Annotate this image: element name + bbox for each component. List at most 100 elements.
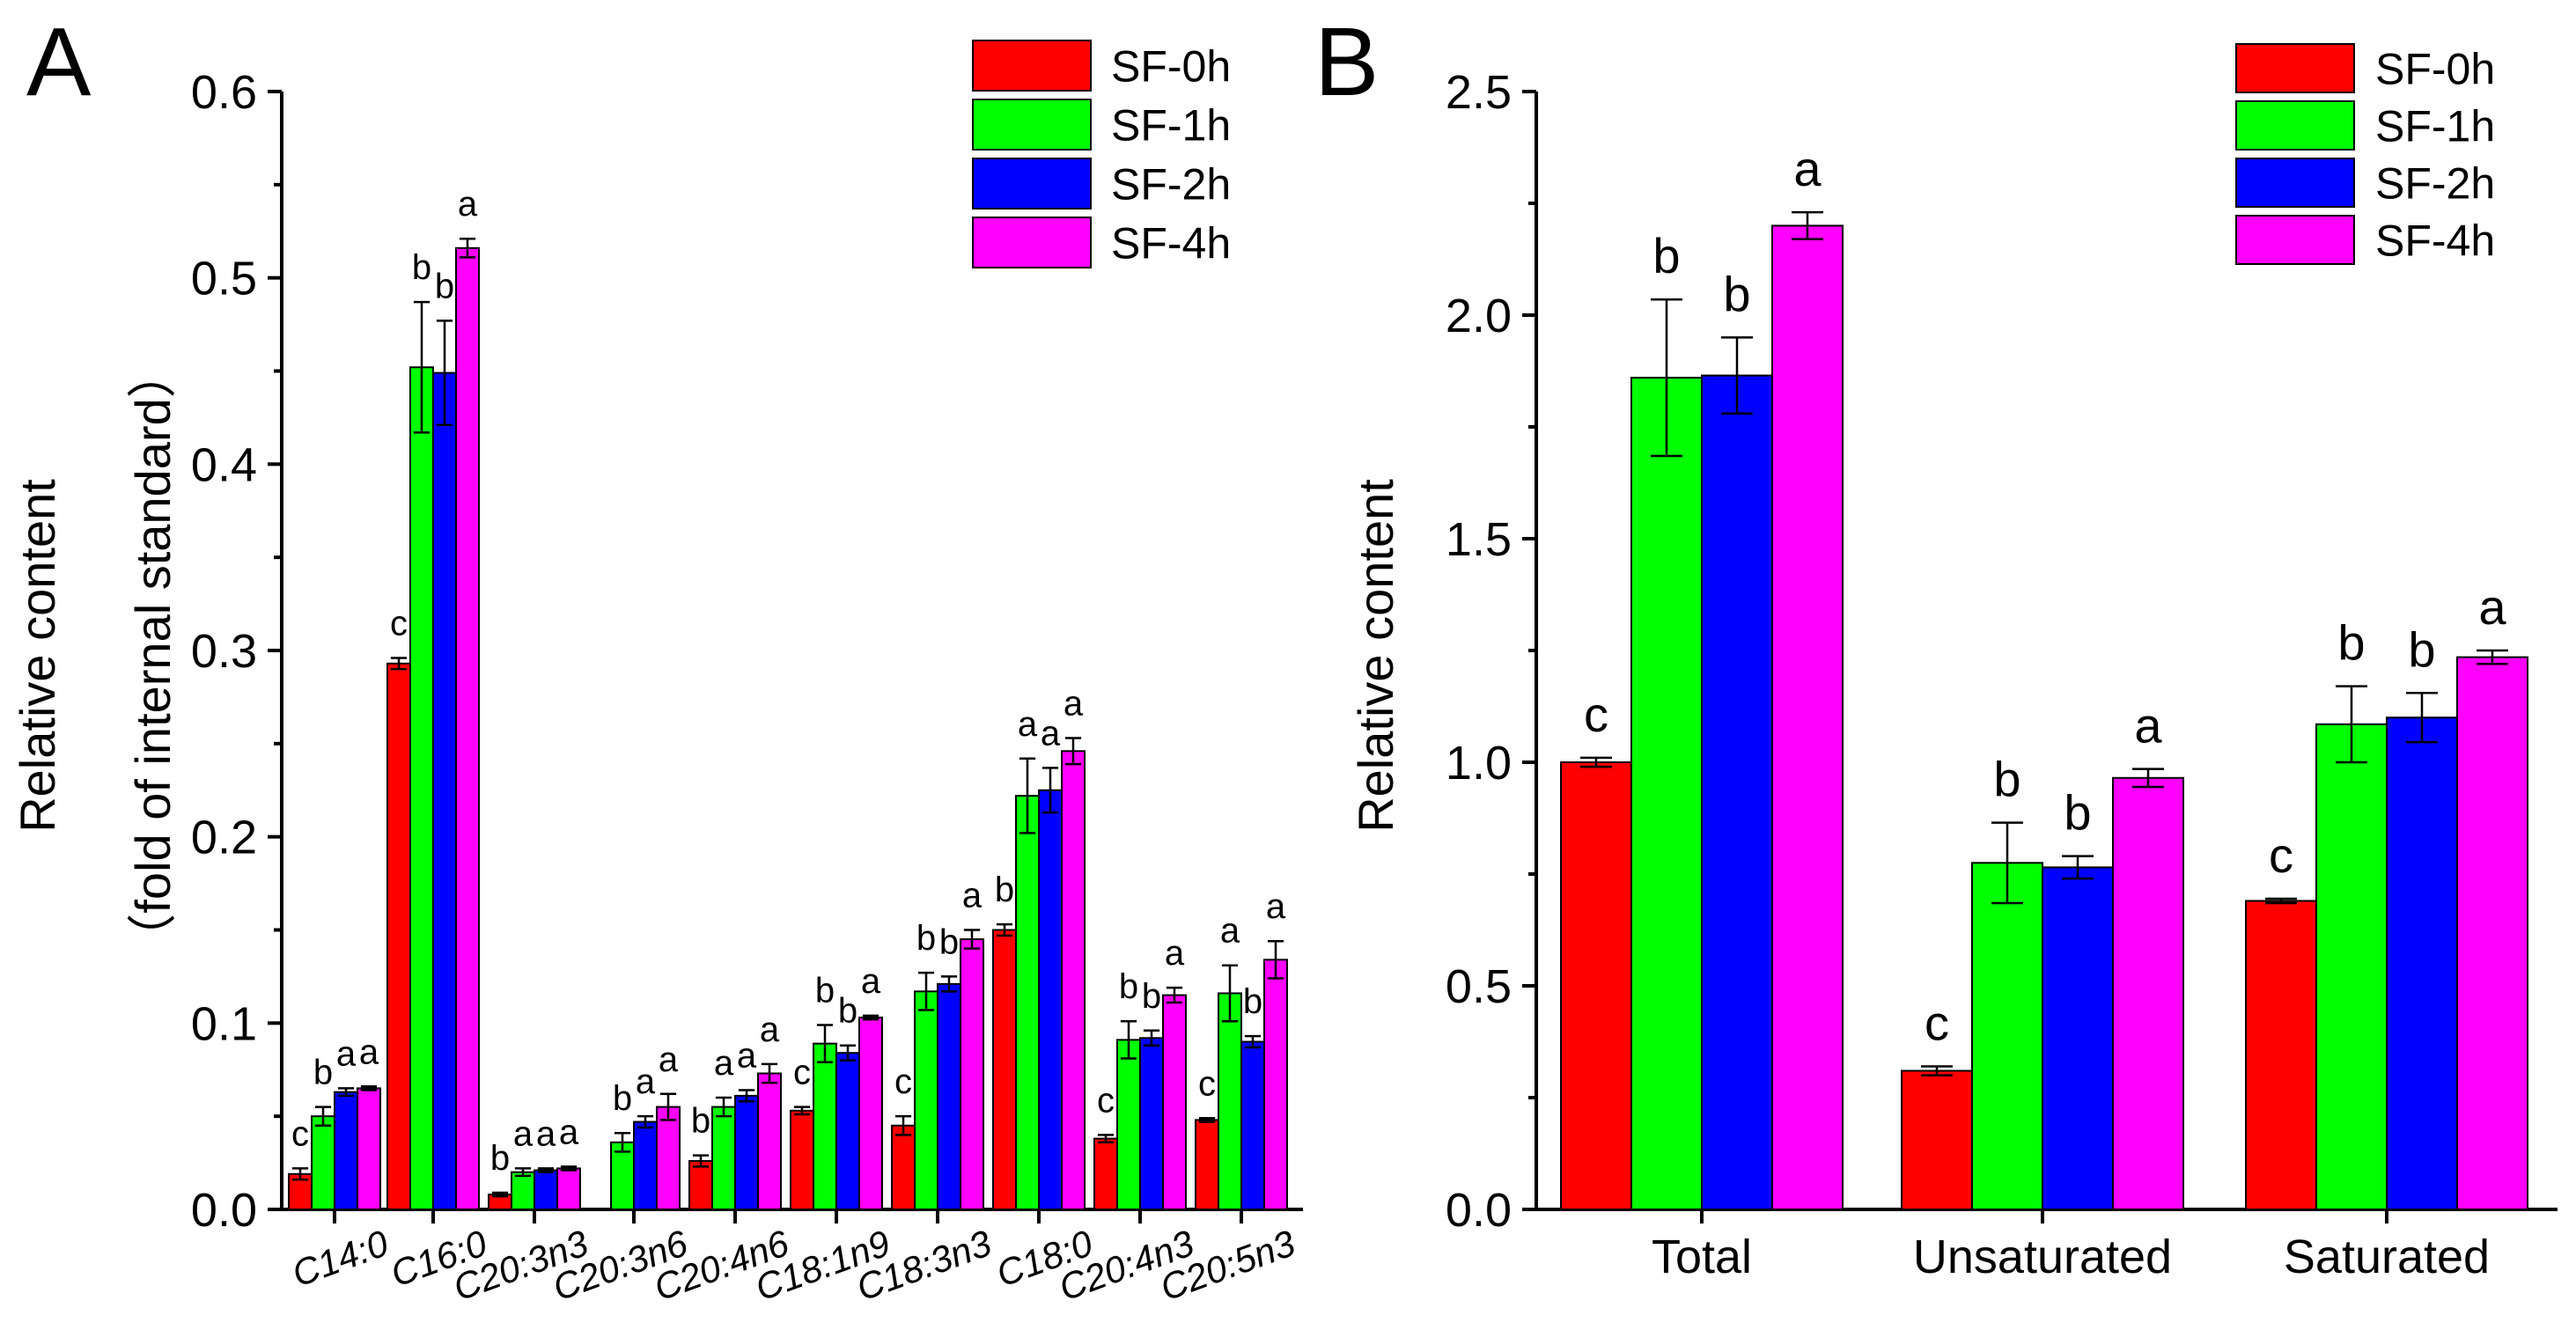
y-tick-label: 0.0 — [1446, 1184, 1512, 1237]
bar-SF-2h-Total — [1701, 374, 1773, 1210]
significance-label: a — [714, 1044, 734, 1083]
x-tick-label: Unsaturated — [1913, 1231, 2172, 1283]
error-bar — [459, 237, 476, 259]
legend-label: SF-2h — [1111, 160, 1231, 209]
bar-SF-1h-C18:1n9 — [813, 1042, 837, 1211]
error-bar — [537, 1167, 555, 1173]
significance-label: a — [1064, 684, 1084, 723]
bar-SF-0h-C20:4n3 — [1093, 1137, 1118, 1210]
bar-SF-2h-C18:1n9 — [835, 1052, 860, 1210]
significance-label: b — [613, 1079, 632, 1118]
error-bar — [314, 1106, 332, 1127]
legend-swatch-SF-0h — [2235, 43, 2355, 93]
panel-b-label: B — [1314, 8, 1379, 116]
panel-b: B Relative content 0.0 0.5 1.0 1.5 2.0 2.5 c c… — [1314, 8, 2558, 1283]
legend-swatch-SF-0h — [972, 40, 1092, 92]
significance-label: c — [2269, 827, 2293, 883]
significance-label: b — [815, 971, 835, 1010]
x-tick-label: Saturated — [2284, 1231, 2490, 1283]
error-bar — [614, 1131, 631, 1153]
bar-SF-0h-Unsaturated — [1901, 1069, 1973, 1211]
error-bar — [436, 320, 453, 427]
error-bar — [1267, 939, 1284, 980]
legend-swatch-SF-1h — [972, 99, 1092, 151]
panel-a-x-ticks: C14:0C16:0C20:3n3C20:3n6C20:4n6C18:1n9C1… — [287, 1209, 1300, 1309]
legend-label: SF-4h — [2375, 217, 2495, 266]
error-bar — [1991, 821, 2023, 905]
legend-label: SF-1h — [2375, 102, 2495, 151]
bar-SF-1h-Unsaturated — [1971, 862, 2043, 1210]
y-tick-label: 0.6 — [191, 66, 257, 119]
y-tick-label: 0.4 — [191, 438, 257, 491]
panel-b-ylabel: Relative content — [1348, 479, 1403, 833]
legend-label: SF-0h — [1111, 42, 1231, 92]
significance-label: b — [412, 248, 431, 287]
bar-SF-1h-C20:3n3 — [511, 1171, 535, 1210]
error-bar — [1097, 1134, 1115, 1144]
significance-label: a — [513, 1114, 534, 1153]
significance-label: a — [559, 1113, 579, 1151]
significance-label: b — [490, 1139, 510, 1178]
significance-label: b — [691, 1102, 710, 1141]
panel-b-legend: SF-0h SF-1h SF-2h SF-4h — [2235, 43, 2495, 266]
error-bar — [1651, 298, 1682, 458]
significance-label: a — [1220, 912, 1240, 951]
bar-SF-2h-C18:3n3 — [937, 982, 961, 1210]
legend-swatch-SF-1h — [2235, 100, 2355, 151]
significance-label: a — [536, 1114, 556, 1153]
bar-SF-4h-C18:1n9 — [858, 1016, 883, 1210]
significance-label: a — [1018, 705, 1038, 744]
error-bar — [2406, 692, 2438, 744]
significance-label: b — [313, 1054, 333, 1092]
bar-SF-0h-C20:4n6 — [688, 1159, 713, 1211]
significance-label: c — [1584, 687, 1608, 742]
error-bar — [1244, 1034, 1262, 1049]
significance-label: b — [2408, 621, 2435, 677]
error-bar — [839, 1044, 857, 1062]
significance-label: c — [793, 1054, 811, 1092]
error-bar — [2132, 768, 2164, 789]
error-bar — [715, 1096, 732, 1118]
legend-label: SF-2h — [2375, 159, 2495, 209]
legend-swatch-SF-2h — [2235, 158, 2355, 208]
error-bar — [360, 1085, 378, 1091]
panel-a-legend: SF-0h SF-1h SF-2h SF-4h — [972, 40, 1231, 268]
bar-SF-4h-Saturated — [2456, 656, 2528, 1210]
significance-label: a — [2134, 698, 2162, 753]
significance-label: a — [962, 877, 983, 915]
significance-label: c — [291, 1114, 309, 1153]
significance-label: a — [737, 1037, 757, 1076]
bar-SF-2h-C20:5n3 — [1240, 1040, 1265, 1210]
significance-label: a — [861, 962, 881, 1001]
error-bar — [1019, 757, 1036, 834]
error-bar — [2265, 897, 2297, 905]
legend-swatch-SF-2h — [972, 158, 1092, 209]
y-tick-label: 0.5 — [191, 253, 257, 305]
bar-SF-4h-C14:0 — [357, 1087, 381, 1210]
significance-label: a — [636, 1062, 656, 1101]
bar-SF-4h-Total — [1771, 224, 1844, 1210]
bar-SF-2h-C20:4n3 — [1139, 1037, 1164, 1211]
error-bar — [761, 1062, 778, 1084]
bar-SF-2h-C16:0 — [432, 371, 457, 1211]
significance-label: c — [390, 604, 408, 643]
bar-SF-1h-C14:0 — [311, 1115, 335, 1210]
bar-SF-2h-C20:4n6 — [734, 1094, 759, 1210]
error-bar — [1198, 1117, 1216, 1123]
y-tick-label: 2.0 — [1446, 290, 1512, 342]
y-tick-label: 0.0 — [191, 1184, 257, 1237]
x-tick-label: Total — [1652, 1231, 1752, 1283]
y-tick-label: 2.5 — [1446, 66, 1512, 119]
bar-SF-0h-C18:0 — [992, 929, 1017, 1210]
bar-SF-0h-C20:5n3 — [1195, 1119, 1219, 1211]
legend-label: SF-4h — [1111, 219, 1231, 268]
bar-SF-1h-Total — [1630, 377, 1703, 1210]
bar-SF-4h-C18:0 — [1061, 750, 1086, 1210]
panel-b-y-ticks: 0.0 0.5 1.0 1.5 2.0 2.5 — [1446, 66, 1536, 1237]
significance-label: a — [1266, 887, 1286, 926]
error-bar — [940, 975, 958, 993]
error-bar — [692, 1154, 710, 1168]
bar-SF-1h-C18:0 — [1015, 795, 1040, 1210]
